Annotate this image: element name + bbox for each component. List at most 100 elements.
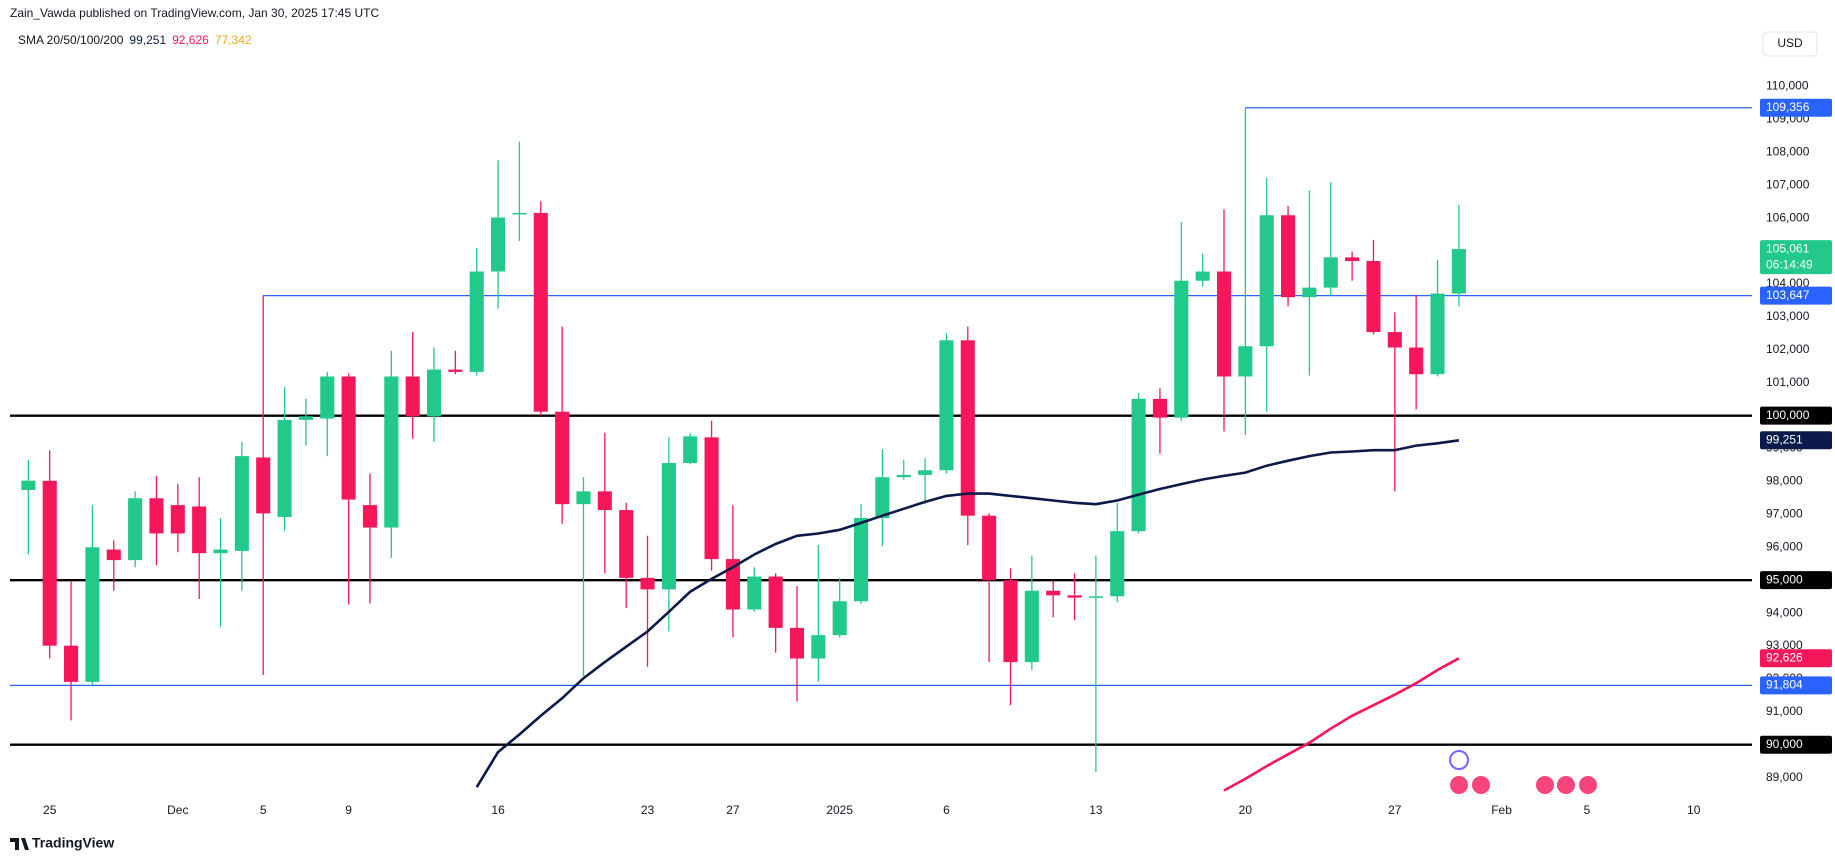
y-tick-label: 94,000: [1766, 605, 1803, 619]
price-badge: [1760, 649, 1832, 668]
logo-mark: [10, 838, 29, 850]
candle-body: [576, 491, 591, 505]
y-tick-label: 91,000: [1766, 704, 1803, 718]
candle-body: [1281, 215, 1296, 298]
candle-body: [405, 376, 420, 417]
y-tick-label: 106,000: [1766, 210, 1810, 224]
candle-body: [277, 419, 292, 517]
currency[interactable]: USD: [1777, 36, 1803, 50]
y-tick-label: 101,000: [1766, 375, 1810, 389]
candle-body: [234, 456, 249, 551]
x-tick-label: 10: [1687, 803, 1701, 817]
event-icon: [1450, 776, 1468, 794]
candle-body: [811, 635, 826, 659]
candle-body: [725, 559, 740, 610]
candle-body: [789, 627, 805, 659]
candle-body: [128, 498, 143, 561]
price-badge-label: 99,251: [1766, 432, 1803, 446]
price-badge: [1760, 406, 1832, 425]
candle-body: [768, 576, 783, 628]
price-badge: [1760, 735, 1832, 754]
candle-body: [341, 376, 356, 500]
currency-frame[interactable]: [1762, 31, 1818, 57]
candle-body: [555, 411, 570, 505]
candle-body: [939, 340, 954, 471]
x-tick-label: 23: [641, 803, 655, 817]
candle-body: [853, 517, 869, 602]
candle-body: [298, 416, 313, 420]
candle-body: [1131, 398, 1146, 532]
x-tick-label: Dec: [167, 803, 188, 817]
price-badge-label: 95,000: [1766, 572, 1803, 586]
y-tick-label: 96,000: [1766, 539, 1803, 553]
y-tick-label: 93,000: [1766, 638, 1803, 652]
candle-body: [661, 463, 676, 590]
candle-body: [640, 577, 655, 590]
candle-body: [597, 491, 612, 511]
indicator-value: 99,251: [129, 33, 166, 47]
x-tick-label: 27: [1388, 803, 1402, 817]
x-tick-label: Feb: [1491, 803, 1512, 817]
price-badge-label: 100,000: [1766, 408, 1810, 422]
candle-body: [21, 480, 36, 491]
candle-body: [918, 470, 933, 475]
y-tick-label: 107,000: [1766, 177, 1810, 191]
candle-body: [512, 212, 527, 215]
candle-body: [85, 547, 100, 682]
candle-body: [1302, 287, 1317, 298]
candle-body: [1430, 293, 1445, 375]
candle-body: [1238, 346, 1253, 377]
y-tick-label: 108,000: [1766, 145, 1810, 159]
candle-body: [64, 645, 79, 682]
candle-body: [42, 480, 57, 646]
y-tick-label: 98,000: [1766, 474, 1803, 488]
candle-body: [1046, 590, 1061, 596]
y-tick-label: 110,000: [1766, 79, 1809, 93]
candle-body: [362, 505, 378, 528]
indicator-legend: SMA 20/50/100/200 99,251 92,626 77,342: [18, 33, 252, 47]
last-price-label: 105,061: [1766, 241, 1810, 255]
candle-body: [448, 369, 463, 372]
candle-body: [1024, 590, 1039, 663]
candle-body: [533, 212, 548, 412]
candle-body: [1110, 531, 1125, 597]
candle-body: [1216, 271, 1232, 377]
price-badge: [1760, 98, 1832, 117]
candle-body: [469, 271, 484, 372]
candle-body: [683, 436, 698, 464]
header: Zain_Vawda published on TradingView.com,…: [10, 6, 379, 20]
indicator-label: SMA 20/50/100/200: [18, 33, 124, 47]
candle-body: [384, 376, 399, 528]
candle-body: [1409, 347, 1424, 375]
indicator-value: 92,626: [172, 33, 209, 47]
plot: [10, 107, 1752, 792]
candle-body: [1345, 257, 1360, 261]
candle-body: [982, 515, 997, 581]
candle-body: [896, 474, 911, 478]
sma-line: [475, 439, 1460, 788]
currency-box[interactable]: USD: [1762, 31, 1818, 57]
price-badge: [1760, 676, 1832, 695]
event-icon: [1557, 776, 1575, 794]
price-badge: [1760, 431, 1832, 450]
candle-body: [875, 477, 890, 518]
price-badge: [1760, 286, 1832, 305]
y-tick-label: 89,000: [1766, 770, 1803, 784]
candle-body: [1067, 595, 1082, 598]
event-icon: [1472, 776, 1490, 794]
candle-body: [1387, 332, 1402, 348]
sma-line: [1223, 657, 1460, 792]
y-tick-label: 97,000: [1766, 507, 1803, 521]
event-icons: [1449, 750, 1597, 794]
x-tick-label: 9: [345, 803, 352, 817]
x-tick-label: 27: [726, 803, 740, 817]
price-badge-label: 90,000: [1766, 737, 1803, 751]
candle-body: [1323, 257, 1338, 288]
x-tick-label: 16: [491, 803, 505, 817]
price-badge-label: 92,626: [1766, 650, 1803, 664]
indicator-value: 77,342: [215, 33, 252, 47]
footer: TradingView: [32, 835, 114, 851]
x-tick-label: 5: [260, 803, 267, 817]
candle-body: [320, 376, 335, 419]
